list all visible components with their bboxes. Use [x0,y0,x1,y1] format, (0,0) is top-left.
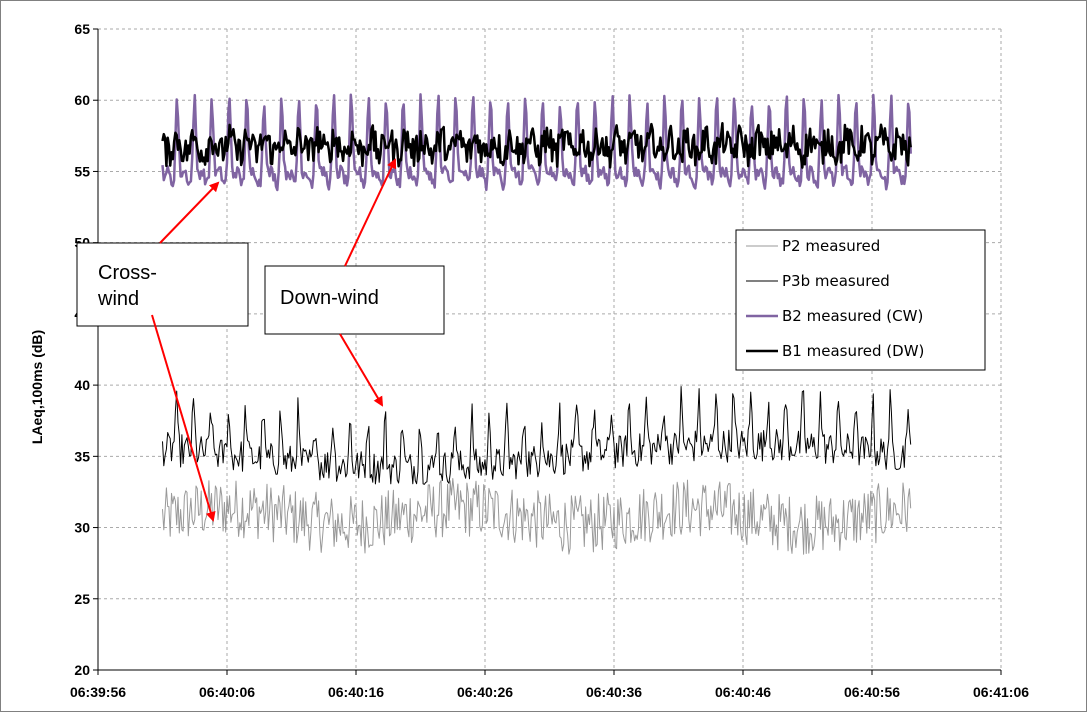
series-line-3 [161,93,912,192]
crosswind-label-line2: wind [97,288,139,310]
crosswind-box [76,242,249,327]
downwind-label: Down-wind [280,287,379,309]
series-line-2 [162,386,912,485]
y-tick-label: 20 [74,662,90,678]
x-tick-label: 06:40:46 [715,684,771,700]
x-tick-label: 06:41:06 [973,684,1029,700]
y-tick-label: 40 [74,377,90,393]
legend-label-4: B1 measured (DW) [782,342,924,360]
y-axis-title: LAeq,100ms (dB) [29,330,45,444]
y-tick-label: 55 [74,163,90,179]
x-tick-label: 06:40:56 [844,684,900,700]
legend: P2 measured P3b measured B2 measured (CW) B… [735,229,986,371]
y-tick-label: 35 [74,448,90,464]
series-layer [161,93,912,555]
y-tick-label: 30 [74,520,90,536]
x-tick-label: 06:40:16 [328,684,384,700]
downwind-box [264,265,445,335]
arrow-downwind-upper [344,158,397,267]
y-tick-label: 65 [74,21,90,37]
series-line-1 [162,478,912,555]
legend-box [735,229,986,371]
arrow-crosswind-lower [151,314,216,522]
arrow-downwind-lower [339,333,384,407]
y-tick-label: 60 [74,92,90,108]
annotations: Cross-wind Down-wind [76,158,445,522]
x-tick-label: 06:40:26 [457,684,513,700]
legend-label-2: P3b measured [782,272,890,290]
crosswind-label-line1: Cross- [98,262,157,284]
series-line-4 [161,121,912,169]
axes: 2025303540455055606506:39:5606:40:0606:4… [70,21,1029,700]
x-tick-label: 06:40:36 [586,684,642,700]
x-tick-label: 06:39:56 [70,684,126,700]
x-tick-label: 06:40:06 [199,684,255,700]
legend-label-3: B2 measured (CW) [782,307,923,325]
arrow-crosswind-upper [159,181,220,244]
legend-label-1: P2 measured [782,237,880,255]
y-tick-label: 25 [74,591,90,607]
